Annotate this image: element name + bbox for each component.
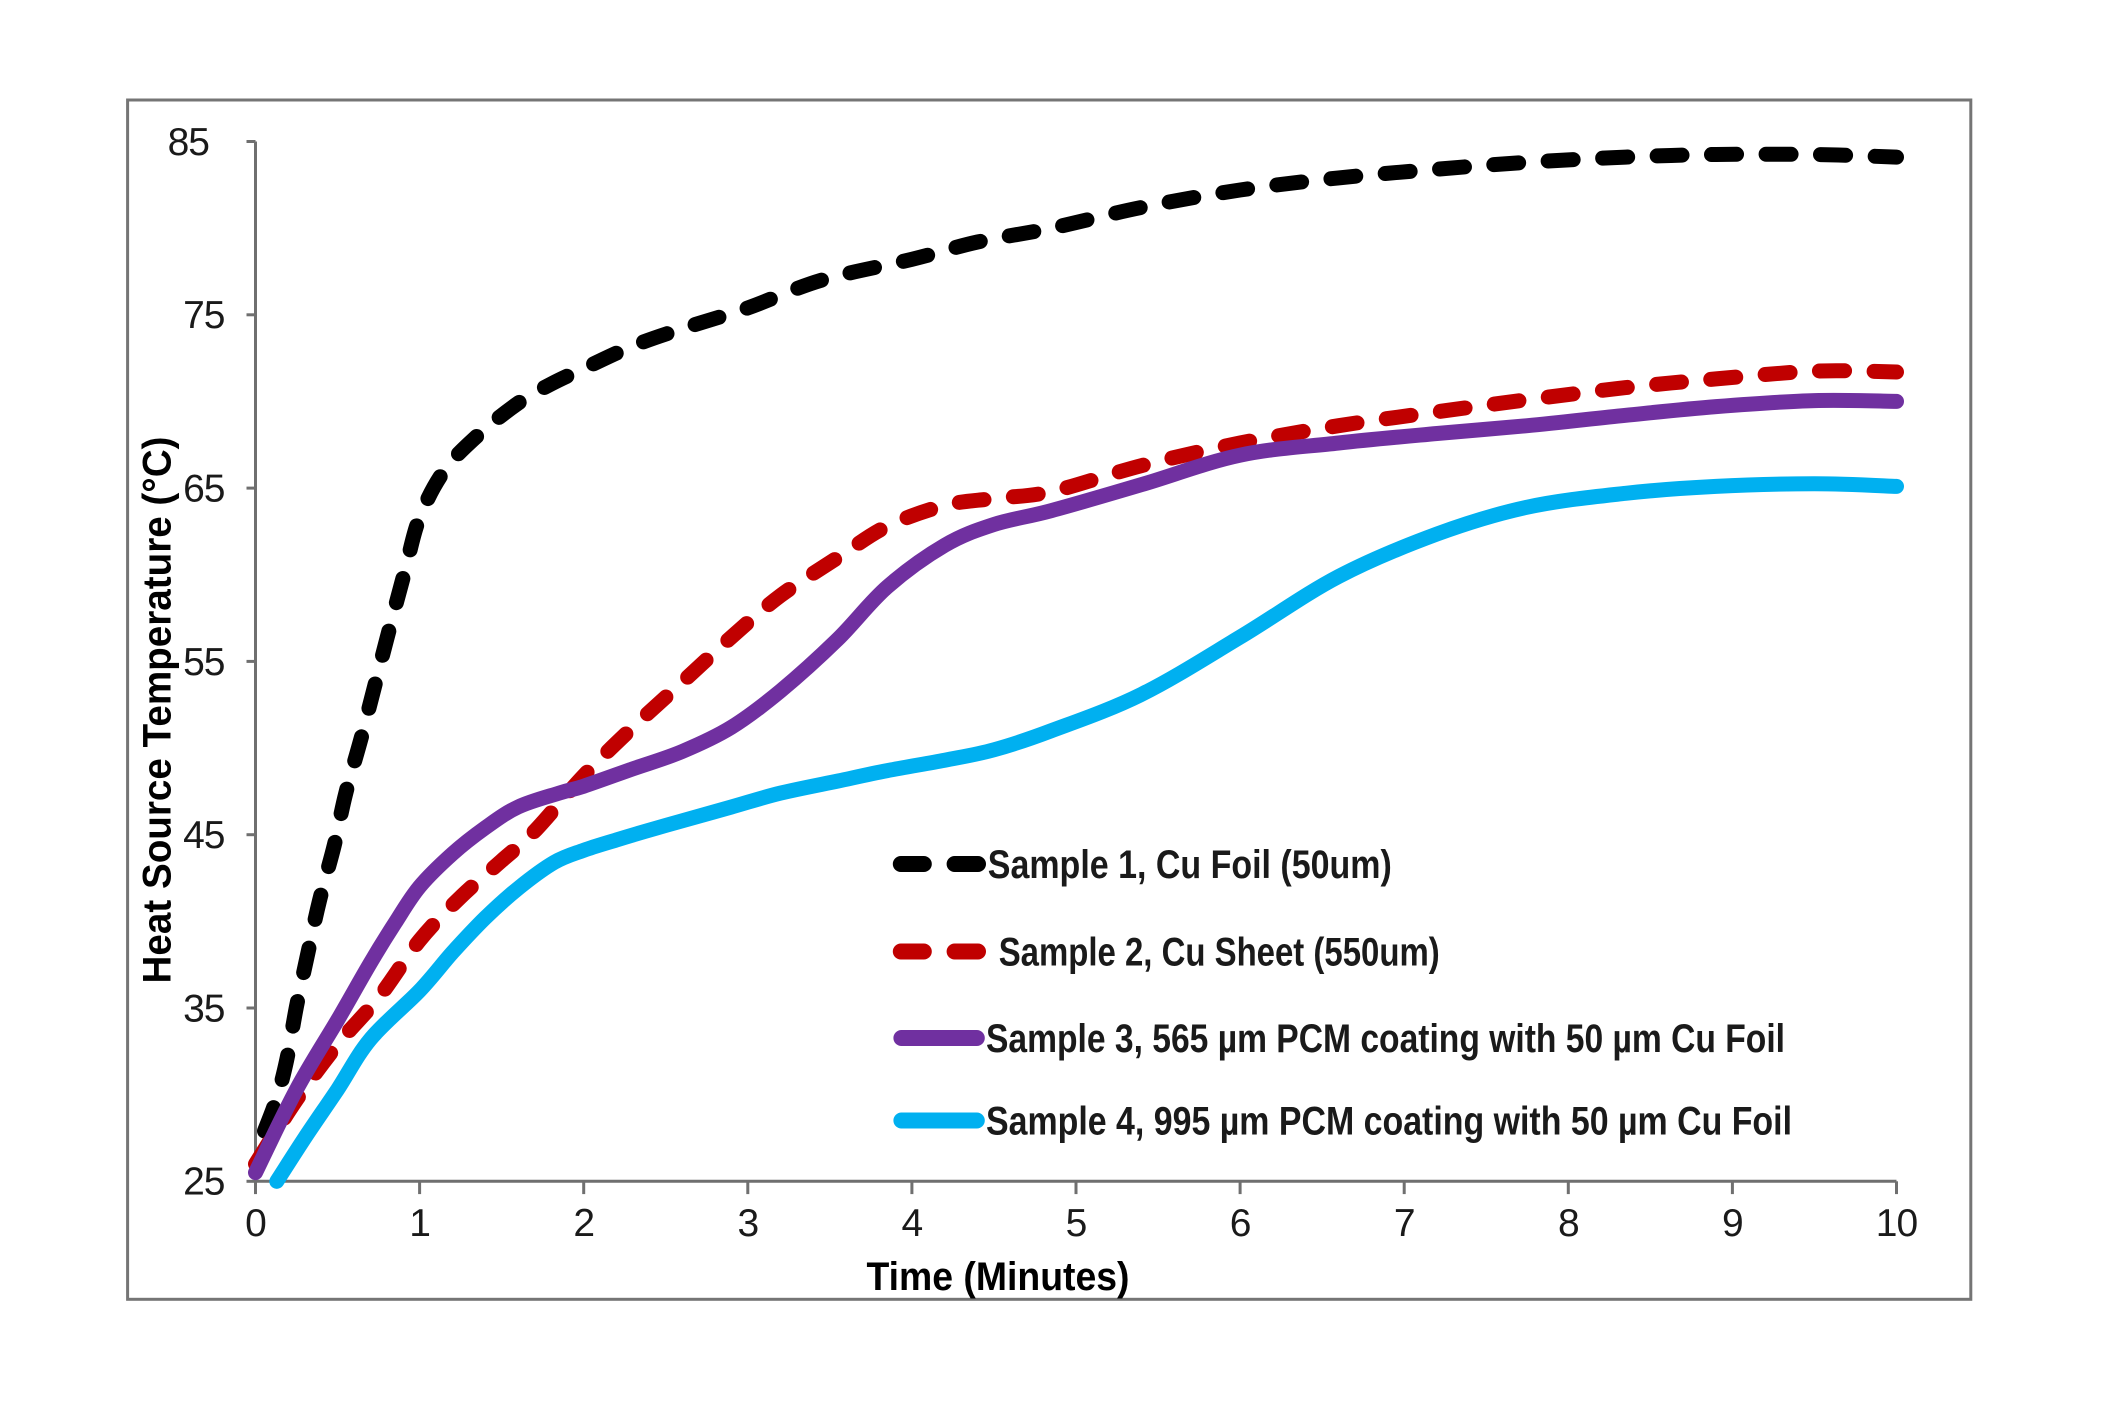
svg-text:45: 45 [183, 814, 225, 857]
svg-text:7: 7 [1394, 1202, 1415, 1245]
svg-text:2: 2 [573, 1202, 594, 1245]
svg-text:0: 0 [245, 1202, 266, 1245]
svg-text:9: 9 [1722, 1202, 1743, 1245]
svg-text:4: 4 [902, 1202, 923, 1245]
svg-text:10: 10 [1876, 1202, 1918, 1245]
svg-text:Sample 1, Cu Foil (50um): Sample 1, Cu Foil (50um) [988, 843, 1392, 887]
svg-text:6: 6 [1230, 1202, 1251, 1245]
svg-text:25: 25 [183, 1161, 225, 1204]
svg-text:Sample 2, Cu Sheet (550um): Sample 2, Cu Sheet (550um) [999, 930, 1440, 974]
svg-text:85: 85 [168, 121, 210, 164]
svg-text:Heat Source Temperature (°C): Heat Source Temperature (°C) [136, 437, 180, 984]
svg-text:Time (Minutes): Time (Minutes) [867, 1255, 1130, 1299]
svg-text:8: 8 [1558, 1202, 1579, 1245]
svg-text:Sample 4, 995 µm PCM coating w: Sample 4, 995 µm PCM coating with 50 µm … [986, 1099, 1792, 1143]
svg-text:75: 75 [183, 294, 225, 337]
svg-text:3: 3 [737, 1202, 758, 1245]
svg-text:1: 1 [409, 1202, 430, 1245]
svg-text:Sample 3, 565 µm PCM coating w: Sample 3, 565 µm PCM coating with 50 µm … [986, 1017, 1785, 1061]
svg-text:5: 5 [1066, 1202, 1087, 1245]
svg-text:35: 35 [183, 987, 225, 1030]
svg-text:65: 65 [183, 468, 225, 511]
svg-text:55: 55 [183, 641, 225, 684]
